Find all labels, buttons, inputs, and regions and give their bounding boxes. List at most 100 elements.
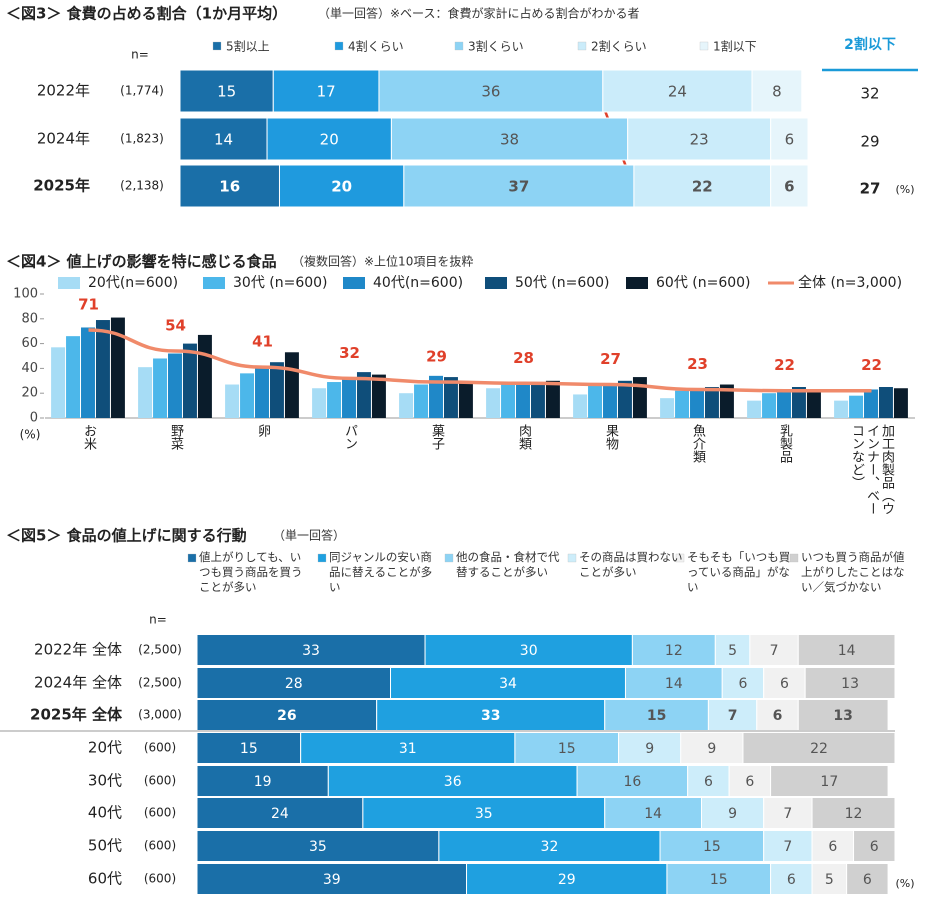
value-label: 54 [165, 317, 186, 335]
value-label: 22 [861, 356, 882, 374]
value-label: 32 [541, 839, 559, 855]
bar-segment [403, 164, 635, 208]
bar [312, 388, 327, 418]
bar-segment [390, 117, 629, 161]
category-label: 2022年 [37, 82, 90, 100]
bar-segment [770, 164, 809, 208]
bar-segment [846, 863, 889, 895]
value-label: 33 [302, 643, 320, 659]
n-label: (600) [144, 774, 176, 788]
bar-segment [742, 732, 896, 764]
bar [704, 387, 719, 418]
chart-title: ＜図5＞ 食品の値上げに関する行動 [6, 527, 247, 545]
legend-swatch [334, 41, 344, 51]
unit-label: (%) [20, 428, 41, 442]
bar-segment [749, 634, 799, 666]
legend-swatch [317, 553, 327, 563]
value-label: 27 [600, 350, 621, 368]
value-label: 13 [841, 676, 859, 692]
bar-segment [797, 634, 896, 666]
bar [240, 373, 255, 418]
value-label: 6 [745, 774, 754, 790]
bar-segment [604, 797, 702, 829]
value-label: 36 [481, 83, 500, 101]
bar-segment [624, 667, 723, 699]
bar [660, 398, 675, 418]
bar-segment [424, 634, 633, 666]
value-label: 28 [285, 676, 303, 692]
bar [225, 384, 240, 418]
value-label: 5 [728, 643, 737, 659]
bar-segment [376, 699, 606, 731]
bar [284, 352, 299, 418]
bar [573, 394, 588, 418]
value-label: 8 [772, 83, 782, 101]
bar [327, 382, 342, 418]
value-label: 5 [825, 872, 834, 888]
bar-segment [196, 863, 468, 895]
n-label: (3,000) [138, 708, 182, 722]
value-label: 36 [444, 774, 462, 790]
bar-segment [618, 732, 682, 764]
bar [95, 320, 110, 418]
legend-swatch [567, 553, 577, 563]
category-label: 60代 [88, 870, 122, 888]
value-label: 35 [309, 839, 327, 855]
bar-segment [196, 797, 364, 829]
n-label: (1,823) [120, 132, 164, 146]
bar [806, 390, 821, 418]
bar [342, 377, 356, 418]
value-label: 7 [728, 708, 738, 724]
bar-segment [196, 667, 392, 699]
bar [414, 384, 429, 418]
value-label: 9 [645, 741, 654, 757]
value-label: 34 [499, 676, 517, 692]
bar-segment [770, 117, 809, 161]
line [88, 328, 872, 393]
value-label: 14 [644, 806, 662, 822]
value-label: 7 [770, 643, 779, 659]
bar-segment [811, 797, 896, 829]
n-label: (600) [144, 872, 176, 886]
value-label: 16 [623, 774, 641, 790]
n-label: (2,500) [138, 643, 182, 657]
bar-segment [196, 634, 426, 666]
legend-swatch [675, 553, 685, 563]
value-label: 24 [271, 806, 289, 822]
bar-segment [714, 634, 751, 666]
bar [110, 317, 125, 418]
value-label: 6 [780, 676, 789, 692]
category-label: 2024年 [37, 130, 90, 148]
value-label: 30 [520, 643, 538, 659]
bar [486, 388, 501, 418]
bar [690, 389, 704, 418]
bar [878, 387, 893, 418]
bar-segment [196, 699, 378, 731]
n-label: (2,138) [120, 179, 164, 193]
legend-label: 4割くらい [348, 39, 404, 54]
value-label: 13 [833, 708, 852, 724]
bar [443, 377, 458, 418]
bar [632, 377, 647, 418]
n-label: (1,774) [120, 84, 164, 98]
value-label: 14 [214, 131, 233, 149]
bar [81, 327, 95, 418]
n-header: n= [131, 48, 149, 62]
legend-swatch [454, 41, 464, 51]
value-label: 28 [513, 349, 534, 367]
n-label: (600) [144, 839, 176, 853]
bar [545, 380, 560, 418]
bar-segment [272, 69, 380, 113]
bar [51, 347, 66, 418]
legend-swatch [626, 277, 648, 289]
legend-swatch [187, 553, 197, 563]
value-label: 6 [870, 839, 879, 855]
bar [255, 365, 269, 418]
value-label: 17 [820, 774, 838, 790]
value-label: 17 [317, 83, 336, 101]
legend-swatch [444, 553, 454, 563]
bar-segment [680, 732, 744, 764]
legend-swatch [343, 277, 365, 289]
bar-segment [721, 667, 765, 699]
